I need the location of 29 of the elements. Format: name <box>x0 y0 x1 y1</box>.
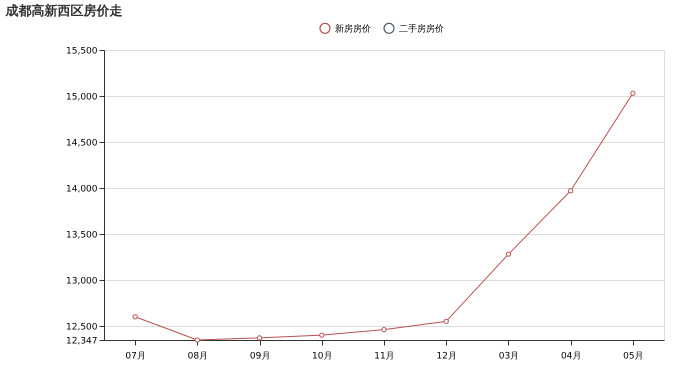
x-tick-label: 04月 <box>560 352 582 362</box>
x-tick-label: 09月 <box>250 352 270 362</box>
x-tick-label: 08月 <box>188 352 208 362</box>
point <box>194 337 200 343</box>
y-tick-label: 14,000 <box>66 184 98 194</box>
point <box>444 318 449 324</box>
x-tick-label: 10月 <box>312 352 333 362</box>
x-tick-label: 12月 <box>436 352 457 362</box>
y-tick-label: 15,000 <box>66 92 98 102</box>
point <box>506 252 512 257</box>
x-tick-label: 07月 <box>125 352 146 362</box>
point <box>568 188 574 194</box>
point <box>256 335 262 340</box>
x-tick-label: 11月 <box>374 352 395 362</box>
y-tick-label: 13,500 <box>66 230 98 240</box>
point <box>319 332 324 338</box>
y-tick-label: 15,500 <box>66 46 98 56</box>
y-tick-label: 12,500 <box>66 322 98 332</box>
point <box>132 314 138 320</box>
x-tick-label: 03月 <box>498 352 520 362</box>
point <box>381 326 387 332</box>
y-tick-label: 13,000 <box>66 276 98 286</box>
x-tick-label: 05月 <box>623 352 644 362</box>
legend-label: 新房房价 <box>335 23 371 34</box>
chart-title: 成都高新西区房价走 <box>4 3 123 19</box>
point <box>630 90 636 96</box>
legend-label: 二手房房价 <box>399 23 444 34</box>
y-tick-label: 14,500 <box>66 138 98 148</box>
y-tick-label: 12,347 <box>66 336 98 346</box>
